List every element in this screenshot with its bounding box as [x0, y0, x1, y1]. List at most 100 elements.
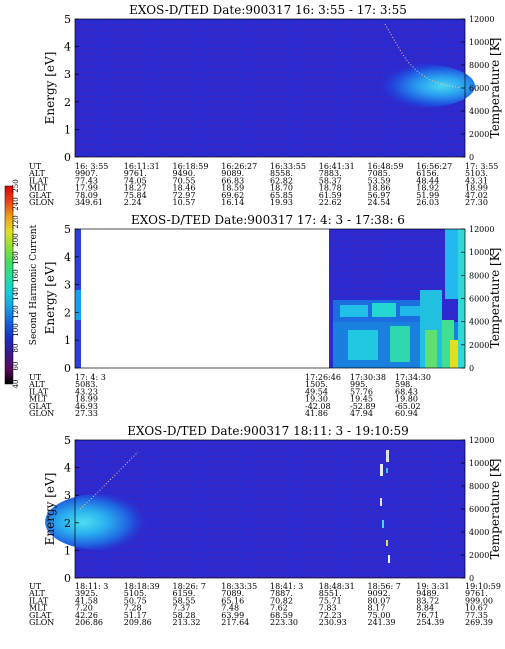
orbit-value: 999.00 [465, 596, 493, 605]
left-tick-label: 0 [64, 362, 71, 375]
panel-1-left-axis-label: Energy [eV] [43, 52, 57, 125]
colorbar-tick-label: 240 [12, 197, 20, 210]
orbit-row-label: MLT [29, 604, 48, 613]
panel-3-right-axis-label: Temperature [K] [488, 459, 502, 560]
orbit-value: 43.23 [75, 387, 98, 396]
orbit-value: 7883. [319, 169, 342, 178]
orbit-value: 46.93 [75, 402, 98, 411]
orbit-value: 18:18:39 [124, 582, 160, 591]
colorbar-ticks: 40 60 80 100 120 140 160 180 200 220 240 250 [12, 179, 20, 388]
orbit-value: 27.30 [465, 198, 488, 207]
orbit-value: 18:48:31 [319, 582, 355, 591]
orbit-value: 1505. [305, 380, 328, 389]
left-tick-label: 1 [64, 544, 71, 557]
right-tick-label: 6000 [469, 295, 489, 304]
panel-3-right-ticks: 0 2000 4000 6000 8000 10000 12000 [461, 436, 494, 583]
right-tick-label: 2000 [469, 341, 489, 350]
orbit-value: 19:10:59 [465, 582, 501, 591]
orbit-value: 51.99 [416, 191, 439, 200]
orbit-value: 9761. [124, 169, 147, 178]
orbit-value: 42.26 [75, 611, 98, 620]
orbit-value: 3925. [75, 589, 98, 598]
orbit-value: 16:26:27 [221, 162, 257, 171]
orbit-row-label: GLON [29, 198, 54, 207]
orbit-value: 48.44 [416, 176, 439, 185]
orbit-value: 56.97 [368, 191, 391, 200]
colorbar-tick-label: 180 [12, 251, 20, 264]
colorbar-tick-label: 60 [12, 362, 20, 371]
orbit-value: 8.17 [368, 604, 386, 613]
orbit-value: 254.39 [416, 618, 444, 627]
orbit-value: 17: 4: 3 [75, 373, 106, 382]
orbit-value: 58.37 [319, 176, 342, 185]
orbit-value: 19.45 [350, 395, 373, 404]
orbit-value: 7085. [368, 169, 391, 178]
orbit-value: 18.27 [124, 184, 147, 193]
orbit-value: 50.75 [124, 596, 147, 605]
orbit-value: 209.86 [124, 618, 152, 627]
orbit-value: 75.71 [319, 596, 342, 605]
orbit-value: 5083. [75, 380, 98, 389]
orbit-value: 18.59 [221, 184, 244, 193]
orbit-value: 7.48 [221, 604, 239, 613]
orbit-value: 2.24 [124, 198, 142, 207]
left-tick-label: 4 [64, 462, 71, 475]
orbit-value: 49.54 [305, 387, 328, 396]
orbit-value: 72.23 [319, 611, 342, 620]
orbit-value: 18:56: 7 [368, 582, 401, 591]
panel-1-right-ticks: 0 2000 4000 6000 8000 10000 12000 [461, 15, 494, 162]
orbit-value: 47.94 [350, 409, 373, 418]
panel-2-right-axis-label: Temperature [K] [488, 248, 502, 349]
right-tick-label: 10000 [469, 248, 494, 257]
right-tick-label: 0 [469, 153, 474, 162]
orbit-value: 7.20 [75, 604, 93, 613]
orbit-value: 22.62 [319, 198, 342, 207]
orbit-row-label: GLAT [29, 611, 52, 620]
orbit-value: 16:48:59 [368, 162, 404, 171]
panel-3-left-axis-label: Energy [eV] [43, 473, 57, 546]
orbit-value: 6156. [416, 169, 439, 178]
orbit-value: 68.43 [395, 387, 418, 396]
orbit-value: 7.83 [319, 604, 337, 613]
orbit-value: 62.82 [270, 176, 293, 185]
orbit-value: 26.03 [416, 198, 439, 207]
colorbar-label: Second Harmonic Current [29, 224, 39, 345]
orbit-value: 16:18:59 [173, 162, 209, 171]
left-tick-label: 0 [64, 572, 71, 585]
colorbar: 40 60 80 100 120 140 160 180 200 220 240 250 Second… [4, 179, 39, 388]
right-tick-label: 6000 [469, 505, 489, 514]
orbit-value: 53.59 [368, 176, 391, 185]
orbit-row-label: MLT [29, 184, 48, 193]
right-tick-label: 12000 [469, 436, 494, 445]
orbit-value: 69.62 [221, 191, 244, 200]
panel-1-title: EXOS-D/TED Date:900317 16: 3:55 - 17: 3:… [129, 3, 407, 17]
orbit-value: 241.39 [368, 618, 396, 627]
orbit-value: 17:30:38 [350, 373, 386, 382]
orbit-value: 65.16 [221, 596, 244, 605]
panel-2-orbit-table: UT 17: 4: 3 17:26:46 17:30:38 17:34:30 ALT 508… [28, 373, 431, 418]
right-tick-label: 4000 [469, 528, 489, 537]
orbit-value: 598. [395, 380, 413, 389]
colorbar-tick-label: 40 [12, 380, 20, 389]
orbit-value: 47.02 [465, 191, 488, 200]
orbit-row-label: GLAT [29, 191, 52, 200]
orbit-value: 70.82 [270, 596, 293, 605]
orbit-value: 24.54 [368, 198, 391, 207]
orbit-value: 19.93 [270, 198, 293, 207]
orbit-value: 18.78 [319, 184, 342, 193]
orbit-value: 9907. [75, 169, 98, 178]
panel-2: EXOS-D/TED Date:900317 17: 4: 3 - 17:38:… [28, 213, 502, 418]
orbit-value: 76.71 [416, 611, 439, 620]
orbit-value: 61.59 [319, 191, 342, 200]
orbit-value: 10.57 [173, 198, 196, 207]
orbit-value: 217.64 [221, 618, 249, 627]
orbit-value: 75.84 [124, 191, 147, 200]
orbit-value: -52.89 [350, 402, 376, 411]
left-tick-label: 4 [64, 41, 71, 54]
panel-1: EXOS-D/TED Date:900317 16: 3:55 - 17: 3:… [28, 3, 502, 207]
orbit-row-label: GLON [29, 618, 54, 627]
colorbar-tick-label: 220 [12, 215, 20, 228]
orbit-value: 5103. [465, 169, 488, 178]
orbit-value: 7.37 [173, 604, 191, 613]
